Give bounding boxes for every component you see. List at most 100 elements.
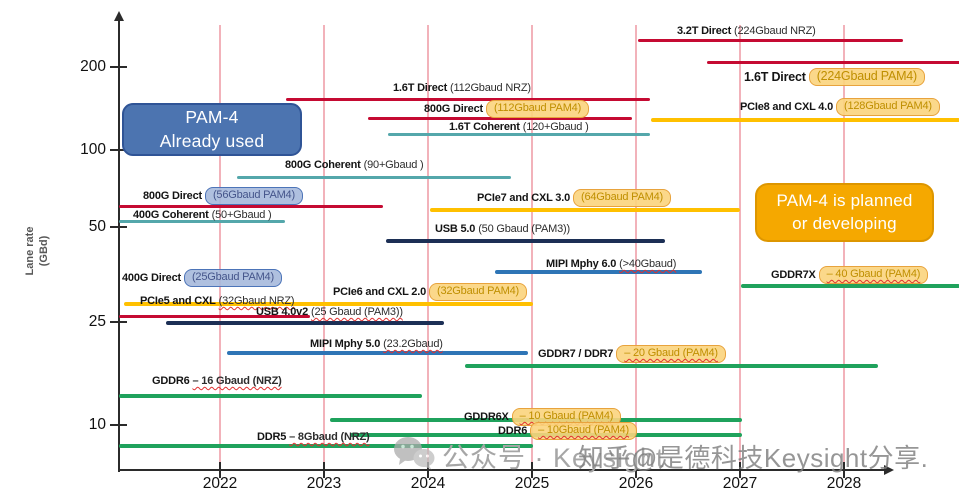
label-d800-56: 800G Direct (56Gbaud PAM4) [143,187,303,205]
label-mipi5: MIPI Mphy 5.0 (23.2Gbaud) [310,335,443,353]
label-spec-pcie5-cxl: (32Gbaud NRZ) [218,295,295,307]
x-tick-2028 [843,462,845,478]
label-pcie5-cxl: PCIe5 and CXL (32Gbaud NRZ) [140,292,295,310]
label-c400-coherent: 400G Coherent (50+Gbaud ) [133,206,272,224]
label-spec-c16-coherent: (120+Gbaud ) [522,121,589,133]
x-tick-label-2024: 2024 [410,475,446,492]
y-axis-title: Lane rate (GBd) [24,191,58,311]
label-spec-d800-pam4: (112Gbaud PAM4) [485,100,590,118]
bar-t16-direct-pam4 [706,61,959,65]
bar-d800-56 [119,205,384,209]
label-spec-t16-direct-pam4: (224Gbaud PAM4) [808,68,926,86]
bar-mipi6 [494,270,702,274]
y-axis-title-line1: Lane rate [24,226,36,276]
label-spec-c800-coherent: (90+Gbaud ) [363,159,424,171]
label-c800-coherent: 800G Coherent (90+Gbaud ) [285,156,424,174]
y-tick-25 [110,321,127,323]
gridline-2027 [739,25,741,471]
label-pcie6-cxl20: PCIe6 and CXL 2.0 (32Gbaud PAM4) [333,283,527,301]
label-name-usb4v2: USB 4.0v2 [256,306,309,318]
label-name-d800-pam4: 800G Direct [424,103,483,115]
label-name-c400-coherent: 400G Coherent [133,209,209,221]
label-spec-pcie6-cxl20: (32Gbaud PAM4) [429,283,527,301]
label-name-t16-direct-pam4: 1.6T Direct [744,70,806,84]
label-usb5: USB 5.0 (50 Gbaud (PAM3)) [435,220,570,238]
label-t16-direct-nrz: 1.6T Direct (112Gbaud NRZ) [393,79,531,97]
label-pcie8-cxl40: PCIe8 and CXL 4.0 (128Gbaud PAM4) [740,98,940,116]
label-spec-gddr6: – 16 Gbaud (NRZ) [192,375,282,387]
bar-t16-direct-nrz [285,98,650,102]
x-tick-label-2028: 2028 [826,475,862,492]
pam4-planned-line1: PAM-4 is planned [776,191,913,211]
bar-mipi5 [227,350,529,355]
gridline-2024 [427,25,429,471]
label-d800-pam4: 800G Direct (112Gbaud PAM4) [424,100,590,118]
label-name-pcie5-cxl: PCIe5 and CXL [140,295,216,307]
y-tick-200 [110,66,127,68]
label-spec-pcie8-cxl40: (128Gbaud PAM4) [836,98,940,116]
label-mipi6: MIPI Mphy 6.0 (>40Gbaud) [546,255,676,273]
x-tick-2027 [739,462,741,478]
x-tick-2022 [219,462,221,478]
label-name-gddr7-ddr7: GDDR7 / DDR7 [538,348,614,360]
y-axis-title-line2: (GBd) [37,235,50,267]
label-ddr5: DDR5– 8Gbaud (NRZ) [257,428,370,446]
bar-pcie5-cxl [124,302,534,306]
bar-t32-direct [638,38,904,42]
bar-c16-coherent [388,132,651,136]
y-tick-100 [110,149,127,151]
pam4-planned-line2: or developing [792,213,897,233]
y-axis-line [118,20,120,472]
bar-pcie7-cxl30 [430,207,741,212]
label-spec-gddr6x: – 10 Gbaud (PAM4) [511,408,622,426]
x-tick-2026 [635,462,637,478]
label-spec-pcie7-cxl30: (64Gbaud PAM4) [573,189,671,207]
bar-gddr6 [119,394,423,399]
bar-ddr5 [119,443,534,448]
label-spec-ddr5: – 8Gbaud (NRZ) [289,431,370,443]
x-tick-2023 [323,462,325,478]
label-name-t16-direct-nrz: 1.6T Direct [393,82,448,94]
x-tick-label-2023: 2023 [306,475,342,492]
label-gddr7-ddr7: GDDR7 / DDR7– 20 Gbaud (PAM4) [538,345,726,363]
label-pcie7-cxl30: PCIe7 and CXL 3.0 (64Gbaud PAM4) [477,189,671,207]
y-tick-50 [110,226,127,228]
label-name-c800-coherent: 800G Coherent [285,159,361,171]
bar-c800-coherent [236,176,511,180]
pam4-already-used-callout: PAM-4 Already used [122,103,302,156]
label-name-gddr7x: GDDR7X [771,269,816,281]
label-name-usb5: USB 5.0 [435,223,476,235]
x-tick-label-2022: 2022 [202,475,238,492]
label-name-mipi5: MIPI Mphy 5.0 [310,338,381,350]
label-usb4v2: USB 4.0v2 (25 Gbaud (PAM3)) [256,303,403,321]
label-name-pcie6-cxl20: PCIe6 and CXL 2.0 [333,286,426,298]
x-axis-arrow [884,465,894,475]
label-spec-t32-direct: (224Gbaud NRZ) [734,25,816,37]
bar-gddr7-ddr7 [465,364,879,368]
label-t32-direct: 3.2T Direct (224Gbaud NRZ) [677,22,816,40]
label-name-gddr6x: GDDR6X [464,411,509,423]
label-gddr6: GDDR6– 16 Gbaud (NRZ) [152,372,282,390]
label-ddr6: DDR6– 10Gbaud (PAM4) [498,422,637,440]
y-tick-label-10: 10 [88,416,106,433]
x-tick-label-2027: 2027 [722,475,758,492]
label-name-d400: 400G Direct [122,272,181,284]
y-tick-label-100: 100 [80,141,106,158]
label-gddr6x: GDDR6X – 10 Gbaud (PAM4) [464,408,622,426]
label-spec-d400: (25Gbaud PAM4) [183,269,282,287]
label-name-mipi6: MIPI Mphy 6.0 [546,258,617,270]
bar-usb4v2 [165,320,444,325]
bar-c400-coherent [119,220,286,224]
label-spec-usb4v2: (25 Gbaud (PAM3)) [311,306,403,318]
pam4-used-line2: Already used [159,130,265,151]
gridline-2023 [323,25,325,471]
gridline-2026 [635,25,637,471]
y-axis-arrow [114,11,124,21]
x-tick-label-2026: 2026 [618,475,654,492]
label-name-t32-direct: 3.2T Direct [677,25,732,37]
y-tick-label-25: 25 [88,313,106,330]
label-spec-usb5: (50 Gbaud (PAM3)) [478,223,570,235]
x-tick-2024 [427,462,429,478]
